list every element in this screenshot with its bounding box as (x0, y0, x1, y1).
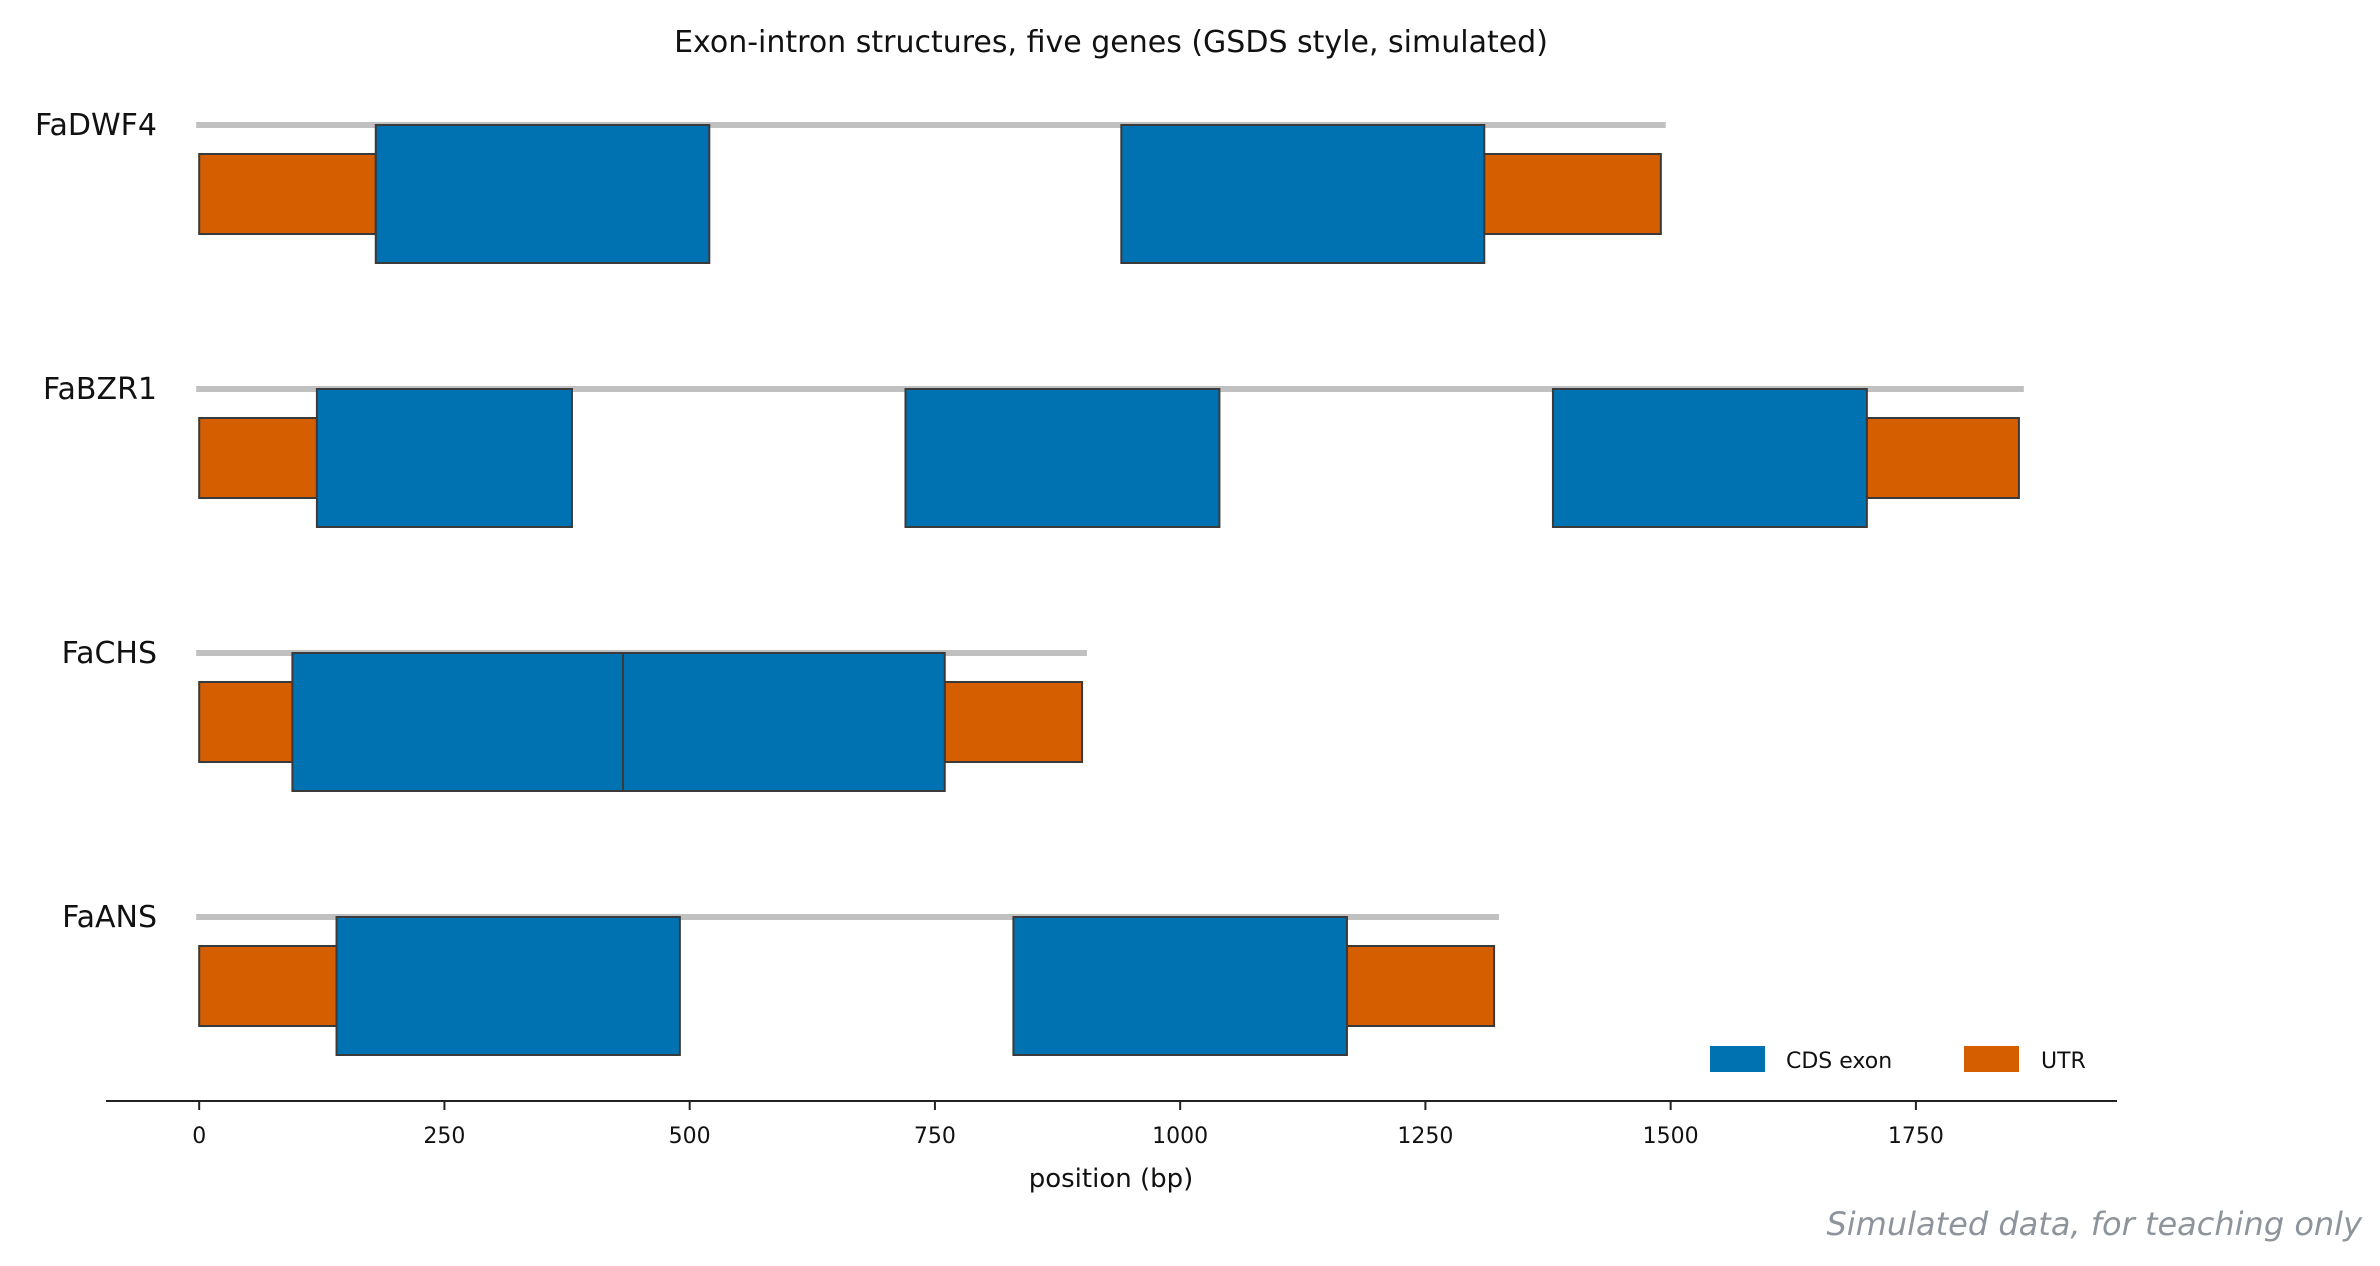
gene-label: FaANS (62, 900, 157, 935)
cds-exon-box (335, 916, 681, 1056)
genes-layer: FaDWF4 FaBZR1 FaCHS FaANS (35, 108, 2024, 1056)
x-tick-label: 1500 (1643, 1124, 1699, 1149)
x-tick-label: 750 (914, 1124, 956, 1149)
utr-box (198, 417, 318, 499)
utr-box (943, 681, 1084, 763)
utr-box (198, 945, 338, 1027)
gene-label: FaCHS (62, 636, 157, 671)
gene-row-faans: FaANS (62, 900, 1499, 1056)
cds-exon-box (315, 388, 573, 528)
footnote: Simulated data, for teaching only (1826, 1205, 2363, 1243)
cds-exon-box (374, 124, 711, 264)
cds-exon-box (1120, 124, 1486, 264)
utr-box (198, 153, 377, 235)
x-tick-label: 1000 (1152, 1124, 1208, 1149)
x-axis-title: position (bp) (1029, 1164, 1194, 1194)
x-tick-label: 250 (423, 1124, 465, 1149)
gene-row-fachs: FaCHS (62, 636, 1087, 792)
cds-exon-box (291, 652, 624, 792)
chart-title: Exon-intron structures, five genes (GSDS… (674, 25, 1548, 60)
gene-label: FaDWF4 (35, 108, 157, 143)
utr-box (1865, 417, 2020, 499)
utr-box (1345, 945, 1496, 1027)
x-tick-label: 0 (192, 1124, 206, 1149)
x-tick-label: 1750 (1888, 1124, 1944, 1149)
utr-box (1483, 153, 1662, 235)
cds-exon-box (621, 652, 946, 792)
gene-row-fabzr1: FaBZR1 (43, 372, 2024, 528)
legend-label: CDS exon (1786, 1049, 1892, 1074)
cds-exon-box (1012, 916, 1348, 1056)
legend-swatch (1710, 1046, 1765, 1072)
gene-row-fadwf4: FaDWF4 (35, 108, 1666, 264)
legend: CDS exon UTR (1710, 1046, 2086, 1074)
x-tick-label: 1250 (1397, 1124, 1453, 1149)
cds-exon-box (904, 388, 1221, 528)
cds-exon-box (1551, 388, 1868, 528)
x-axis: 0 250 500 750 1000 1250 1500 1750 (106, 1100, 2117, 1149)
legend-label: UTR (2041, 1049, 2086, 1074)
utr-box (198, 681, 294, 763)
gene-label: FaBZR1 (43, 372, 157, 407)
legend-swatch (1964, 1046, 2019, 1072)
x-tick-label: 500 (669, 1124, 711, 1149)
